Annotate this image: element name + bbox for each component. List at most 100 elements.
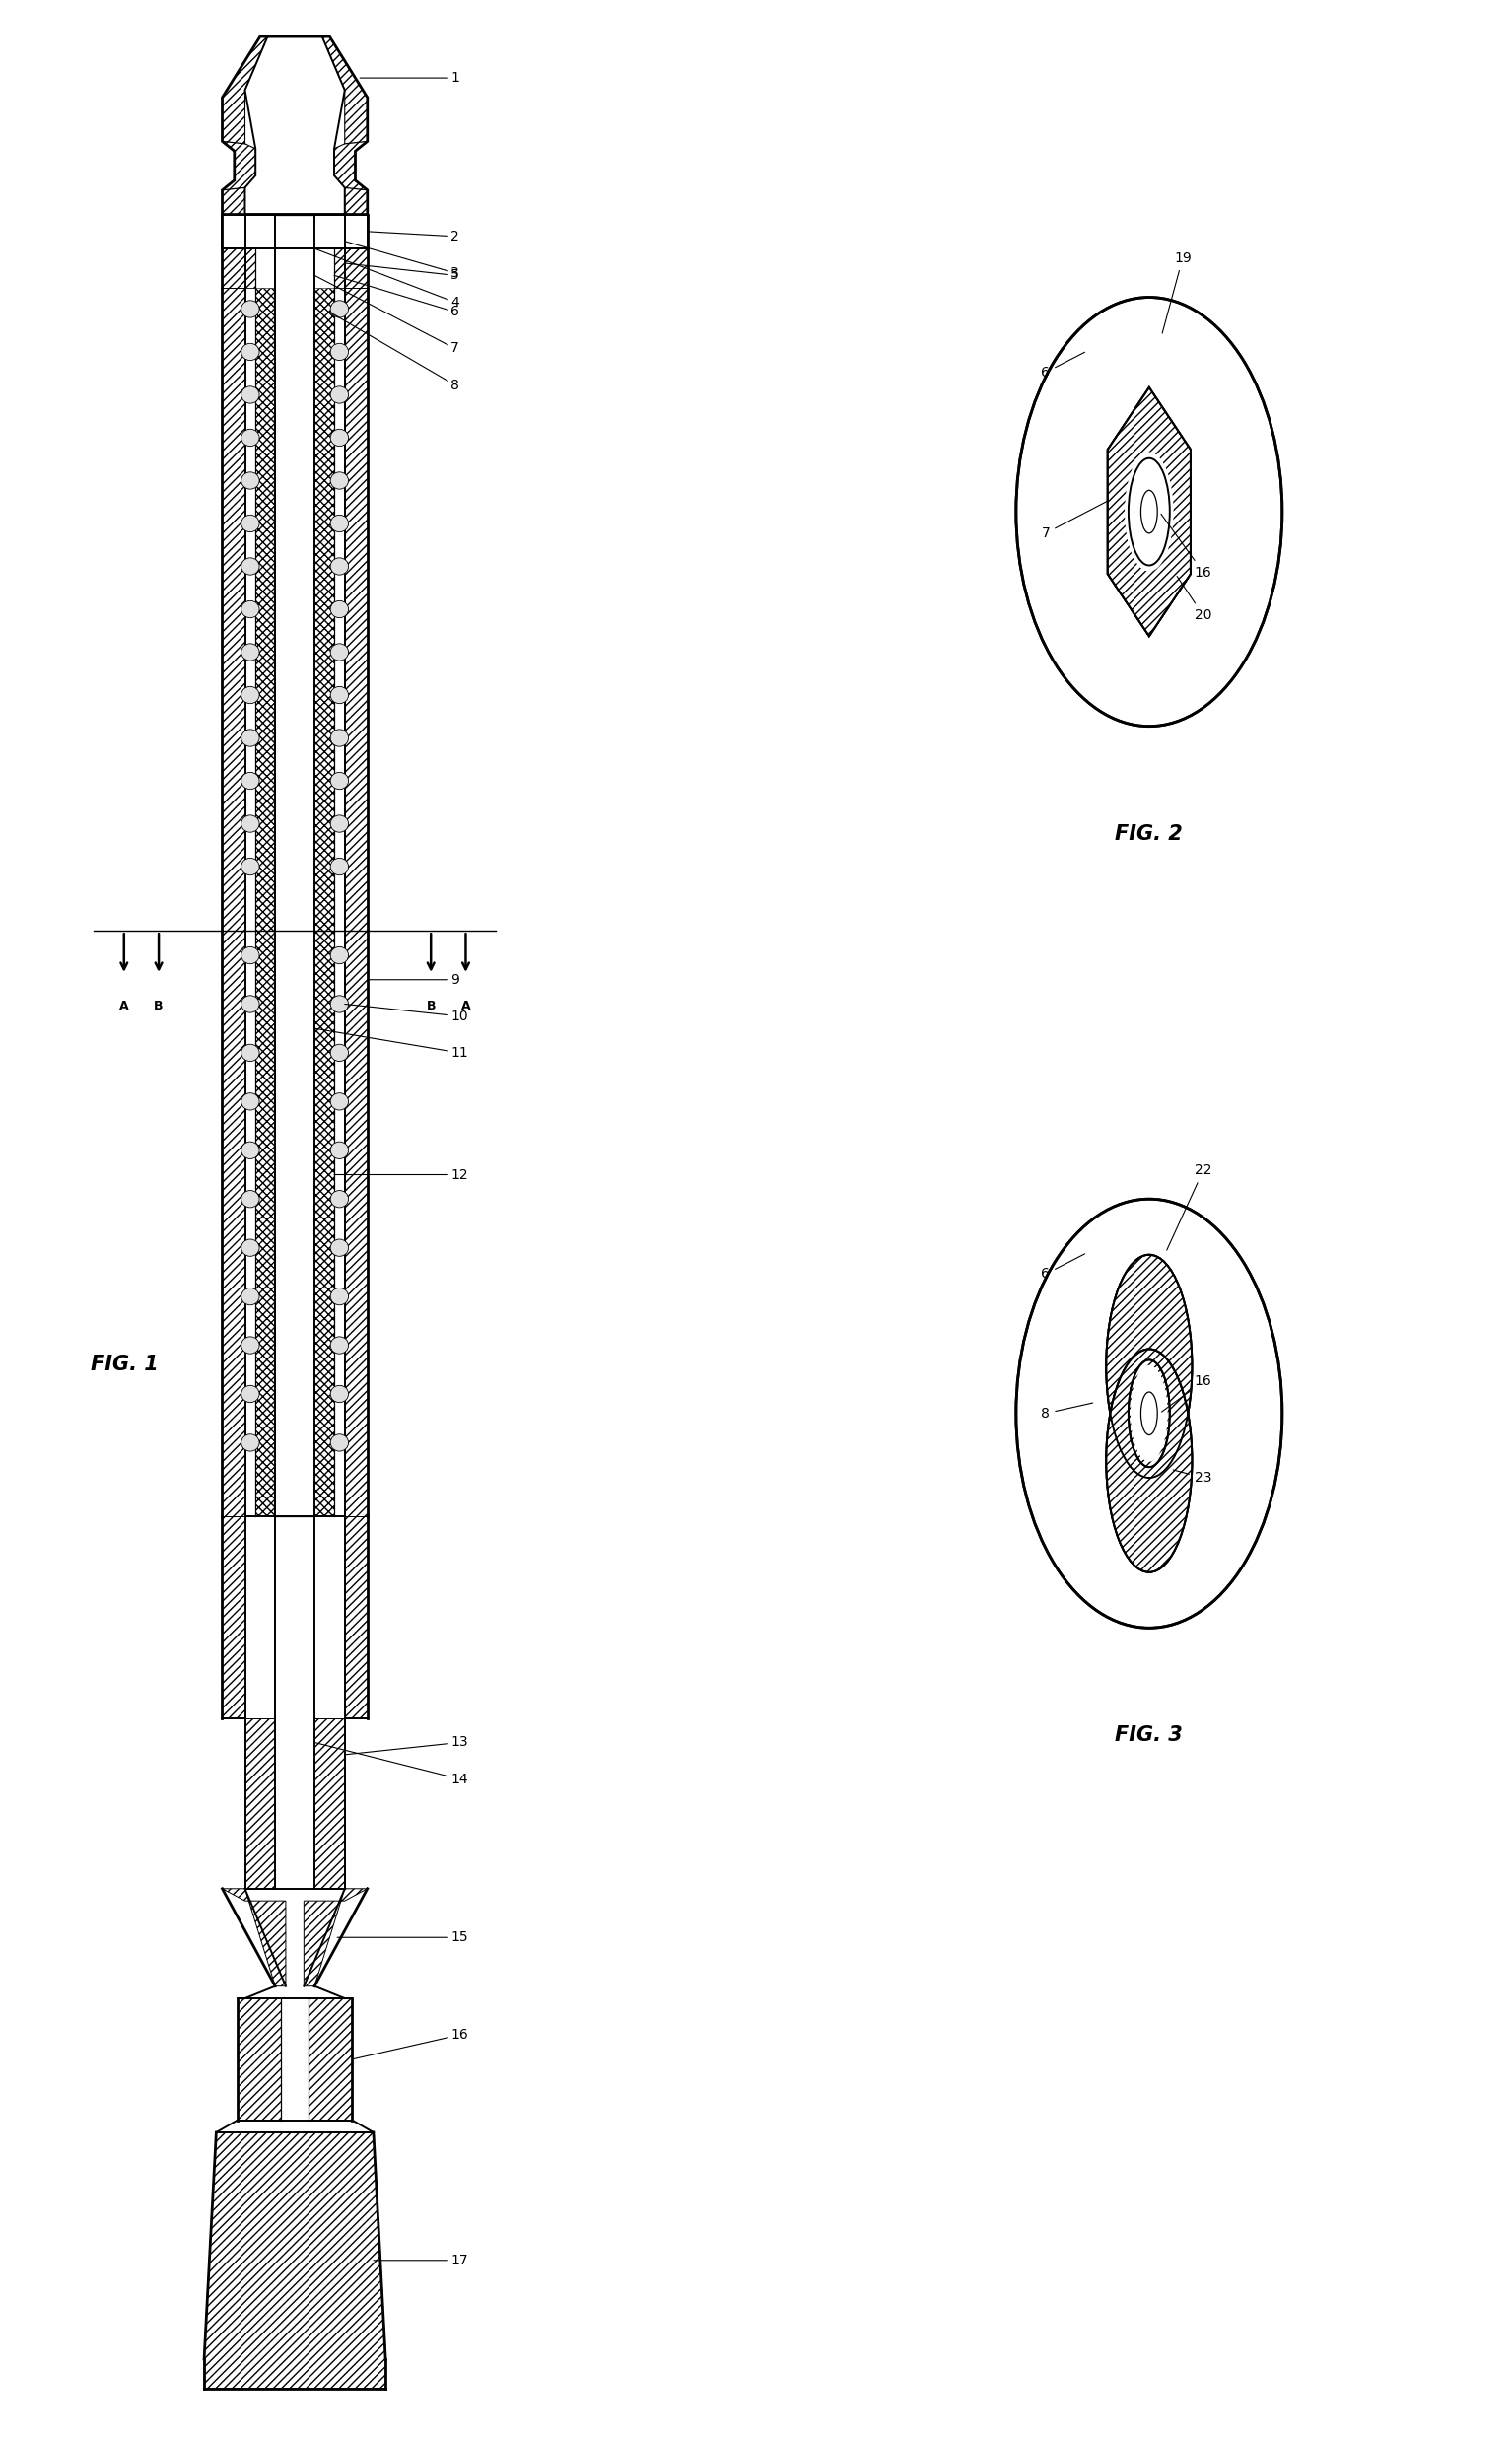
Text: 23: 23 [1173,1470,1211,1484]
Polygon shape [322,37,367,214]
Polygon shape [256,931,275,1516]
Ellipse shape [242,1433,260,1450]
Polygon shape [222,214,367,249]
Polygon shape [304,1889,367,1986]
Text: 9: 9 [367,972,460,987]
Ellipse shape [242,1043,260,1063]
Ellipse shape [330,1189,348,1206]
Text: 20: 20 [1176,575,1211,621]
Ellipse shape [242,858,260,875]
Polygon shape [334,249,345,288]
Text: A: A [461,999,470,1011]
Text: FIG. 3: FIG. 3 [1116,1725,1182,1745]
Text: 5: 5 [345,263,460,283]
Circle shape [1019,302,1279,721]
Ellipse shape [242,1238,260,1257]
Ellipse shape [242,687,260,704]
Ellipse shape [242,643,260,660]
Text: B: B [426,999,435,1011]
Ellipse shape [242,1335,260,1355]
Ellipse shape [242,514,260,531]
Ellipse shape [330,643,348,660]
Ellipse shape [330,385,348,402]
Polygon shape [1108,387,1190,636]
Polygon shape [345,1516,367,1718]
Ellipse shape [330,558,348,575]
Ellipse shape [330,773,348,790]
Ellipse shape [330,1141,348,1158]
Ellipse shape [242,1287,260,1306]
Polygon shape [222,931,245,1516]
Ellipse shape [1107,1255,1191,1477]
Circle shape [1016,297,1282,726]
Ellipse shape [242,385,260,402]
Ellipse shape [242,558,260,575]
Polygon shape [256,288,275,931]
Text: 17: 17 [373,2254,467,2266]
Text: 16: 16 [1161,1374,1213,1411]
Ellipse shape [330,946,348,965]
Text: 14: 14 [314,1742,467,1786]
Polygon shape [222,37,367,214]
Polygon shape [245,1718,275,1889]
Polygon shape [345,288,367,931]
Ellipse shape [330,514,348,531]
Ellipse shape [1128,1360,1170,1467]
Polygon shape [222,1889,286,1986]
Ellipse shape [330,1287,348,1306]
Ellipse shape [242,814,260,831]
Text: FIG. 2: FIG. 2 [1116,824,1182,843]
Ellipse shape [1142,490,1157,534]
Polygon shape [1108,387,1190,636]
Ellipse shape [330,1335,348,1355]
Ellipse shape [1131,1365,1167,1462]
Ellipse shape [330,994,348,1014]
Ellipse shape [1107,1255,1191,1477]
Ellipse shape [242,300,260,317]
Text: 19: 19 [1163,251,1191,334]
Ellipse shape [242,1189,260,1206]
Polygon shape [237,1998,281,2120]
Ellipse shape [1128,458,1170,565]
Ellipse shape [330,687,348,704]
Text: 16: 16 [1161,514,1213,580]
Polygon shape [222,37,268,214]
Ellipse shape [242,773,260,790]
Text: 22: 22 [1167,1165,1211,1250]
Ellipse shape [330,1092,348,1109]
Text: 2: 2 [367,229,460,244]
Polygon shape [308,1998,352,2120]
Text: 6: 6 [334,275,460,319]
Ellipse shape [242,1141,260,1158]
Polygon shape [222,288,245,931]
Polygon shape [314,288,334,931]
Ellipse shape [1142,1392,1157,1435]
Polygon shape [204,2132,386,2388]
Polygon shape [222,249,245,288]
Text: 7: 7 [1042,500,1108,541]
Text: FIG. 1: FIG. 1 [91,1355,159,1374]
Ellipse shape [330,429,348,446]
Text: 8: 8 [330,312,460,392]
Ellipse shape [330,1043,348,1063]
Ellipse shape [242,429,260,446]
Ellipse shape [330,1384,348,1401]
Ellipse shape [330,344,348,361]
Polygon shape [245,249,256,288]
Text: 4: 4 [314,249,460,309]
Text: A: A [119,999,129,1011]
Ellipse shape [242,1092,260,1109]
Text: 11: 11 [314,1028,469,1060]
Text: 7: 7 [314,275,460,356]
Ellipse shape [330,858,348,875]
Ellipse shape [242,994,260,1014]
Ellipse shape [330,729,348,746]
Ellipse shape [330,814,348,831]
Ellipse shape [330,300,348,317]
Text: 10: 10 [345,1004,467,1024]
Text: 12: 12 [334,1167,467,1182]
Text: 6: 6 [1042,353,1084,380]
Circle shape [1016,1199,1282,1628]
Ellipse shape [242,1384,260,1401]
Ellipse shape [1107,1350,1191,1572]
